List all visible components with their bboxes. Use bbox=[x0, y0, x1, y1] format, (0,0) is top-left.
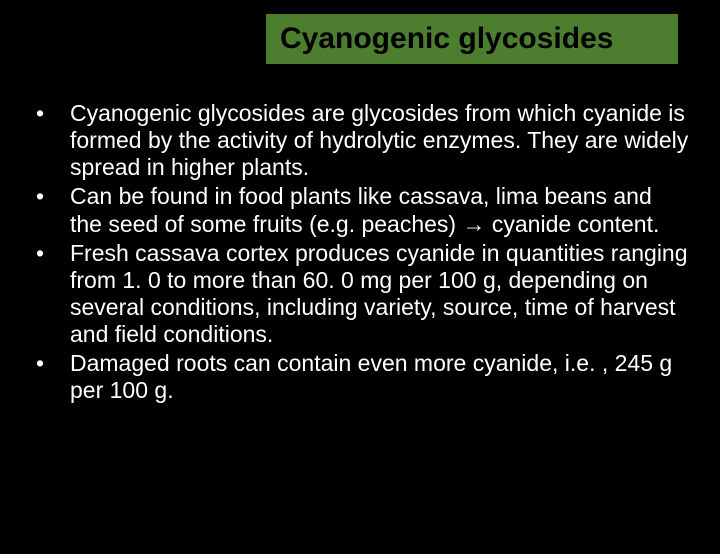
bullet-text: Fresh cassava cortex produces cyanide in… bbox=[70, 240, 690, 349]
title-text: Cyanogenic glycosides bbox=[280, 22, 613, 55]
bullet-marker: • bbox=[36, 350, 70, 404]
bullet-item: • Cyanogenic glycosides are glycosides f… bbox=[36, 100, 690, 181]
bullet-item: • Damaged roots can contain even more cy… bbox=[36, 350, 690, 404]
bullet-marker: • bbox=[36, 183, 70, 237]
bullet-item: • Fresh cassava cortex produces cyanide … bbox=[36, 240, 690, 349]
bullet-marker: • bbox=[36, 100, 70, 181]
bullet-text: Cyanogenic glycosides are glycosides fro… bbox=[70, 100, 690, 181]
slide-title: Cyanogenic glycosides bbox=[266, 14, 678, 64]
bullet-marker: • bbox=[36, 240, 70, 349]
bullet-text: Damaged roots can contain even more cyan… bbox=[70, 350, 690, 404]
slide-body: • Cyanogenic glycosides are glycosides f… bbox=[36, 100, 690, 404]
bullet-text: Can be found in food plants like cassava… bbox=[70, 183, 690, 237]
bullet-item: • Can be found in food plants like cassa… bbox=[36, 183, 690, 237]
